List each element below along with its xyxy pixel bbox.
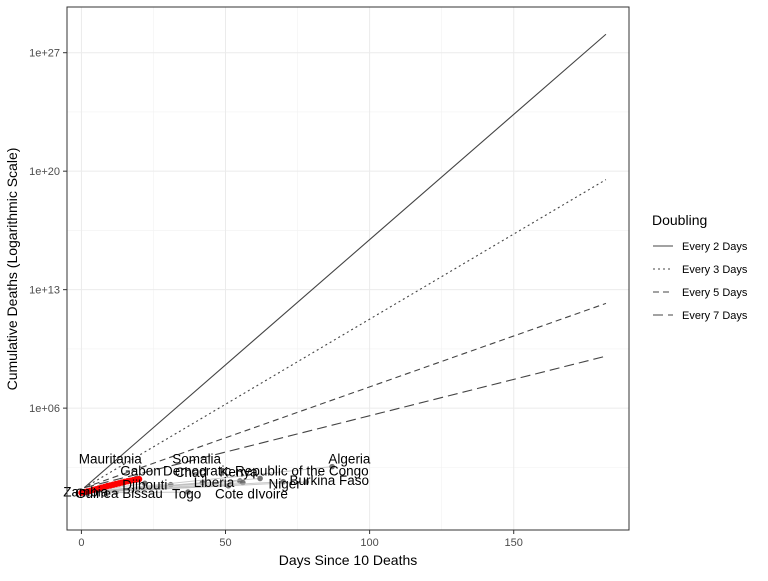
x-axis-title: Days Since 10 Deaths: [279, 552, 418, 568]
highlight-point: [135, 475, 143, 483]
grid: [67, 7, 629, 530]
highlight-trajectory: [78, 475, 143, 496]
y-axis-title: Cumulative Deaths (Logarithmic Scale): [4, 148, 20, 391]
country-label: Gabon: [120, 464, 161, 479]
country-point: [329, 463, 335, 470]
country-point: [303, 479, 310, 485]
country-label: Togo: [172, 486, 201, 501]
country-point: [257, 475, 263, 482]
country-label: Algeria: [328, 451, 371, 466]
legend-label: Every 2 Days: [682, 241, 748, 253]
country-trajectory: [81, 466, 333, 494]
legend-label: Every 3 Days: [682, 264, 748, 276]
plot-panel-border: [66, 6, 630, 531]
country-label: Mauritania: [79, 452, 143, 467]
legend: Doubling Every 2 Days Every 3 Days Every 5…: [652, 212, 748, 322]
x-tick-label: 150: [505, 537, 523, 549]
country-label: Somalia: [172, 452, 221, 467]
country-trajectory: [81, 477, 261, 494]
country-label: Democratic Republic of the Congo: [163, 463, 369, 478]
country-label: Burkina Faso: [289, 473, 369, 488]
axes: 0 50 100 150 1e+06 1e+13 1e+20 1e+27: [29, 48, 523, 549]
y-tick-label: 1e+06: [29, 403, 60, 415]
country-label: Niger: [268, 476, 301, 491]
x-tick-label: 100: [360, 537, 378, 549]
country-label: Liberia: [194, 475, 235, 490]
country-point: [142, 480, 148, 487]
country-label: Zambia: [63, 484, 109, 499]
reference-line: [83, 33, 607, 489]
country-point: [185, 489, 191, 495]
legend-label: Every 7 Days: [682, 310, 748, 322]
reference-lines: [83, 33, 607, 489]
reference-line: [84, 179, 607, 489]
x-tick-label: 0: [78, 537, 84, 549]
country-trajectory: [81, 481, 307, 494]
y-tick-label: 1e+20: [29, 166, 60, 178]
country-labels: Mauritania Somalia Algeria Gabon ChadDemocra…: [63, 451, 371, 501]
legend-label: Every 5 Days: [682, 287, 748, 299]
y-tick-label: 1e+27: [29, 48, 60, 60]
x-tick-label: 50: [219, 537, 231, 549]
country-label: Guinea Bissau: [75, 486, 163, 501]
country-trajectory: [81, 491, 189, 494]
y-tick-label: 1e+13: [29, 285, 60, 297]
country-label: Kenya: [219, 464, 258, 479]
legend-title: Doubling: [652, 212, 707, 228]
reference-line: [84, 302, 607, 489]
country-label: Djibouti: [122, 477, 167, 492]
country-label: Chad: [175, 465, 207, 480]
country-label: Cote dIvoire: [215, 486, 288, 501]
